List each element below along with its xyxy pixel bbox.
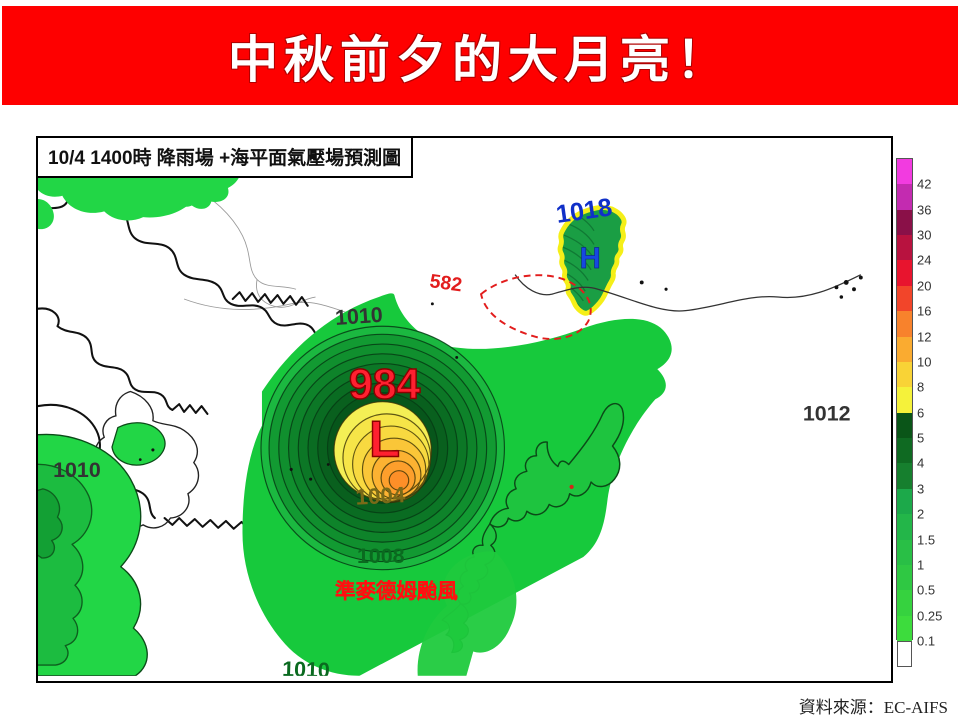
svg-text:582: 582 (428, 270, 463, 296)
svg-text:1010: 1010 (53, 458, 101, 482)
svg-text:L: L (369, 411, 400, 468)
svg-text:1010: 1010 (282, 657, 331, 681)
svg-text:1004: 1004 (355, 482, 407, 510)
svg-text:1010: 1010 (334, 303, 383, 330)
svg-text:準麥德姆颱風: 準麥德姆颱風 (335, 579, 458, 603)
svg-text:H: H (580, 243, 601, 275)
svg-text:1008: 1008 (357, 544, 405, 568)
svg-text:984: 984 (349, 360, 421, 408)
svg-text:1012: 1012 (803, 402, 851, 426)
